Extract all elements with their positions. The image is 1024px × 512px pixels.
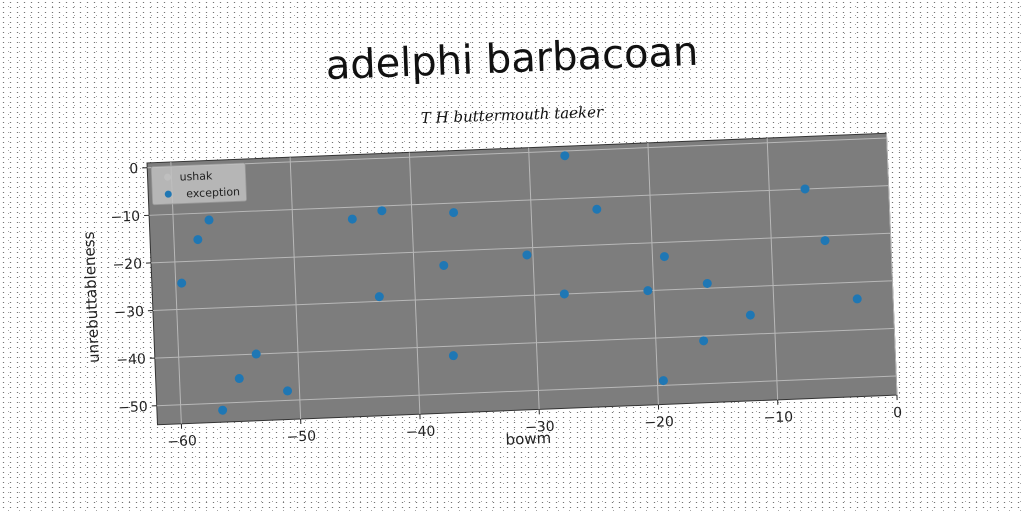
x-gridline: [766, 138, 779, 400]
data-point: [820, 236, 830, 246]
y-gridline: [152, 280, 893, 312]
data-point: [852, 294, 862, 304]
x-tick-label: 0: [893, 405, 903, 421]
x-tick-label: −20: [644, 414, 674, 431]
y-gridline: [156, 375, 897, 407]
legend-marker-ushak: [164, 173, 172, 181]
grid: [147, 133, 898, 424]
plot-area: [146, 132, 898, 426]
data-point: [347, 214, 357, 224]
data-point: [702, 278, 712, 288]
x-gridline: [528, 147, 540, 410]
x-ticks: −60 −50 −40 −30 −20 −10 0: [167, 395, 903, 450]
data-point: [204, 215, 214, 225]
data-point: [374, 292, 384, 302]
x-gridline: [289, 157, 302, 420]
legend-label-exception: exception: [186, 185, 240, 200]
y-tick-label: −50: [118, 399, 148, 416]
y-gridline: [150, 232, 891, 264]
data-point: [659, 252, 669, 262]
y-tick-label: −20: [112, 256, 142, 273]
data-point: [592, 204, 602, 214]
x-tick-label: −10: [763, 409, 793, 426]
data-point: [218, 405, 228, 415]
x-axis-label: bowm: [505, 429, 551, 449]
legend-box: [150, 162, 247, 206]
y-axis-label: unrebuttableness: [80, 231, 103, 363]
x-gridline: [647, 142, 659, 405]
data-point: [377, 206, 387, 216]
x-tick-label: −40: [406, 424, 436, 441]
data-point: [643, 286, 653, 296]
x-gridline: [170, 161, 182, 424]
data-point: [745, 310, 755, 320]
data-point: [560, 151, 570, 161]
plot-group: −60 −50 −40 −30 −20 −10 0 0 −10 −20 −30 −40 −50 bow…: [80, 132, 903, 450]
data-point: [658, 376, 668, 386]
data-points: [177, 151, 862, 415]
legend: ushak exception: [150, 162, 247, 206]
data-point: [699, 336, 709, 346]
y-tick-label: −40: [116, 351, 146, 368]
data-point: [193, 235, 203, 245]
x-gridline: [885, 133, 898, 396]
data-point: [522, 250, 532, 260]
data-point: [283, 386, 293, 396]
x-tick-label: −50: [286, 428, 316, 445]
x-gridline: [408, 152, 421, 415]
y-ticks: 0 −10 −20 −30 −40 −50: [110, 161, 157, 416]
y-tick-label: 0: [129, 161, 139, 177]
y-gridline: [154, 327, 895, 359]
data-point: [439, 260, 449, 270]
legend-marker-exception: [164, 190, 172, 198]
data-point: [251, 349, 261, 359]
data-point: [177, 278, 187, 288]
x-tick-label: −30: [525, 419, 555, 436]
y-tick-label: −30: [114, 304, 144, 321]
y-gridline: [149, 185, 889, 216]
legend-label-ushak: ushak: [179, 169, 213, 183]
data-point: [449, 208, 459, 218]
x-tick-label: −60: [167, 433, 197, 450]
y-tick-label: −10: [110, 209, 140, 226]
y-gridline: [147, 137, 887, 169]
data-point: [800, 184, 810, 194]
data-point: [234, 374, 244, 384]
data-point: [448, 351, 458, 361]
data-point: [559, 289, 569, 299]
